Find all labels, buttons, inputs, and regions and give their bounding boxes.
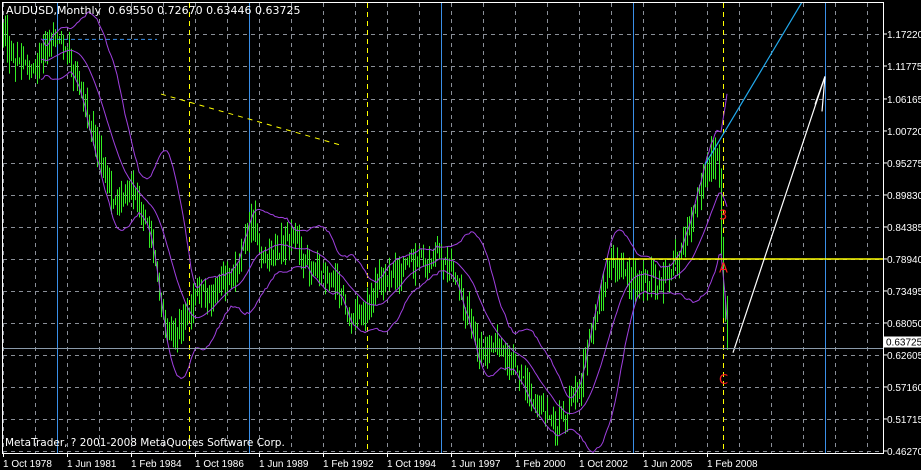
chart-header: AUDUSD,Monthly 0.69550 0.72670 0.63446 0… xyxy=(6,4,301,17)
price-tick-label: 0.84385 xyxy=(887,223,921,234)
arrow-head-icon xyxy=(814,76,826,112)
time-tick-label: 1 Oct 1994 xyxy=(387,459,436,470)
time-tick-label: 1 Jun 1989 xyxy=(259,459,309,470)
price-tick-label: 1.06165 xyxy=(887,95,921,106)
price-tick-label: 0.78940 xyxy=(887,255,921,266)
arrow-line xyxy=(732,76,826,353)
time-tick-label: 1 Oct 1978 xyxy=(3,459,52,470)
wave-label: A xyxy=(719,261,728,276)
dotted-trendline xyxy=(160,93,344,147)
symbol-label: AUDUSD,Monthly xyxy=(6,4,102,17)
price-tick-label: 0.89830 xyxy=(887,191,921,202)
time-tick-label: 1 Oct 2002 xyxy=(579,459,628,470)
copyright-text: MetaTrader, ? 2001-2008 MetaQuotes Softw… xyxy=(5,437,285,449)
price-tick-label: 0.73495 xyxy=(887,287,921,298)
price-tick-label: 1.17220 xyxy=(887,30,921,41)
price-tick-label: 0.57160 xyxy=(887,383,921,394)
price-tick-label: 1.00720 xyxy=(887,127,921,138)
price-tick-label: 0.62605 xyxy=(887,351,921,362)
price-tick-label: 0.68050 xyxy=(887,319,921,330)
plot-area: 3 A C xyxy=(3,3,883,453)
price-tick-label: 0.46270 xyxy=(887,447,921,458)
price-tick-label: 1.11775 xyxy=(887,62,921,73)
bollinger-lower xyxy=(40,71,728,453)
price-tick-label: 0.95275 xyxy=(887,159,921,170)
current-price-label: 0.63725 xyxy=(886,338,921,349)
ohlc-values: 0.69550 0.72670 0.63446 0.63725 xyxy=(108,4,301,17)
time-tick-label: 1 Feb 2000 xyxy=(515,459,566,470)
time-tick-label: 1 Feb 2008 xyxy=(707,459,758,470)
wave-label: 3 xyxy=(719,209,727,224)
time-tick-label: 1 Jun 1997 xyxy=(451,459,501,470)
current-price-box xyxy=(884,336,921,348)
time-tick-label: 1 Jun 1981 xyxy=(67,459,117,470)
bollinger-upper xyxy=(40,11,728,399)
time-tick-label: 1 Jun 2005 xyxy=(643,459,693,470)
time-tick-label: 1 Feb 1992 xyxy=(323,459,374,470)
chart-frame xyxy=(2,2,884,454)
trendline xyxy=(704,3,803,165)
time-tick-label: 1 Oct 1986 xyxy=(195,459,244,470)
price-tick-label: 0.51715 xyxy=(887,415,921,426)
wave-label: C xyxy=(719,373,728,388)
bollinger-middle xyxy=(40,49,728,415)
time-tick-label: 1 Feb 1984 xyxy=(131,459,182,470)
